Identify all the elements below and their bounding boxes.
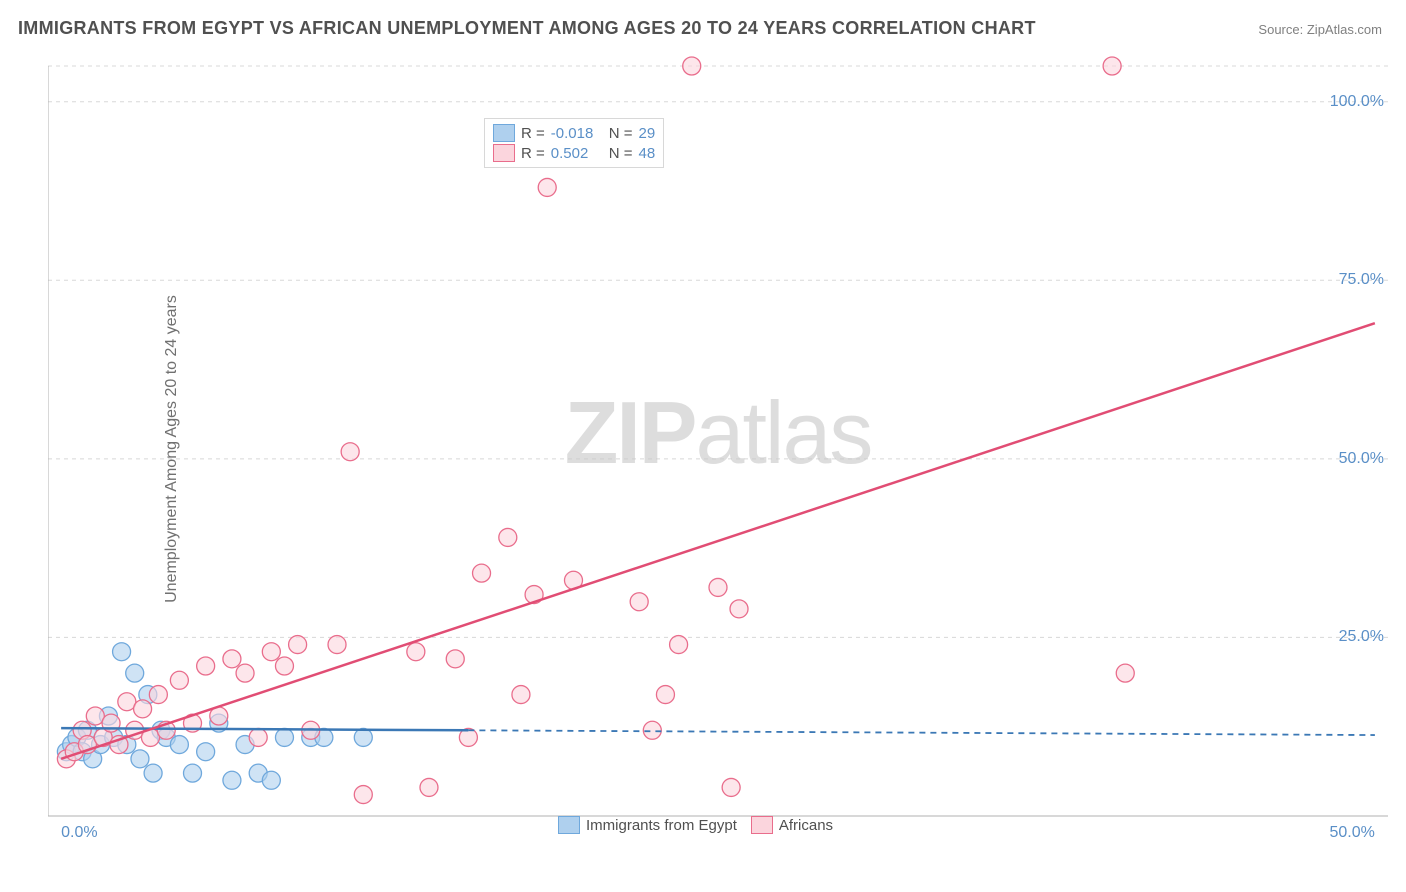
chart-title: IMMIGRANTS FROM EGYPT VS AFRICAN UNEMPLO… bbox=[18, 18, 1036, 39]
x-tick-label: 0.0% bbox=[61, 824, 97, 842]
y-tick-label: 75.0% bbox=[1339, 271, 1384, 289]
n-value: 48 bbox=[639, 145, 656, 162]
x-tick-label: 50.0% bbox=[1329, 824, 1374, 842]
legend-correlation-row: R = 0.502 N = 48 bbox=[493, 143, 655, 163]
legend-swatch-icon bbox=[751, 816, 773, 834]
correlation-legend: R = -0.018 N = 29 R = 0.502 N = 48 bbox=[484, 118, 664, 168]
scatter-plot bbox=[48, 56, 1388, 842]
source-label: Source: bbox=[1258, 22, 1303, 37]
y-tick-label: 25.0% bbox=[1339, 628, 1384, 646]
legend-series-item: Immigrants from Egypt bbox=[558, 816, 737, 834]
legend-swatch-icon bbox=[493, 144, 515, 162]
chart-area: Unemployment Among Ages 20 to 24 years Z… bbox=[48, 56, 1388, 842]
legend-swatch-icon bbox=[493, 124, 515, 142]
legend-series-label: Immigrants from Egypt bbox=[586, 817, 737, 834]
n-label: N = bbox=[609, 145, 633, 162]
y-tick-label: 100.0% bbox=[1330, 93, 1384, 111]
r-label: R = bbox=[521, 145, 545, 162]
legend-swatch-icon bbox=[558, 816, 580, 834]
y-tick-label: 50.0% bbox=[1339, 450, 1384, 468]
r-label: R = bbox=[521, 125, 545, 142]
source-attribution: Source: ZipAtlas.com bbox=[1258, 22, 1382, 37]
legend-series-item: Africans bbox=[751, 816, 833, 834]
n-value: 29 bbox=[639, 125, 656, 142]
series-legend: Immigrants from Egypt Africans bbox=[558, 816, 833, 834]
legend-series-label: Africans bbox=[779, 817, 833, 834]
r-value: 0.502 bbox=[551, 145, 603, 162]
n-label: N = bbox=[609, 125, 633, 142]
legend-correlation-row: R = -0.018 N = 29 bbox=[493, 123, 655, 143]
source-name: ZipAtlas.com bbox=[1307, 22, 1382, 37]
r-value: -0.018 bbox=[551, 125, 603, 142]
